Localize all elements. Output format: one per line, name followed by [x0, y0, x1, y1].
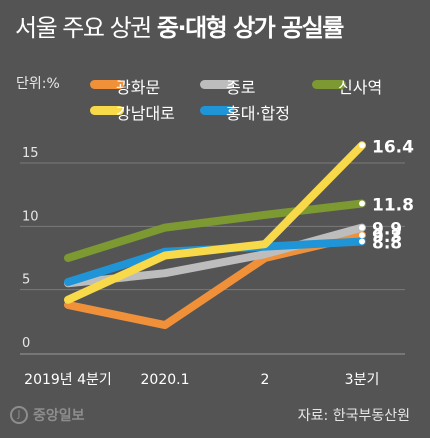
end-point-1 [359, 232, 365, 239]
end-point-3 [359, 200, 365, 207]
x-tick-label-1: 2019년 4분기 [24, 372, 112, 388]
source-note: 자료: 한국부동산원 [297, 408, 410, 424]
data-label-5: 8.8 [372, 234, 402, 254]
y-tick-label-4: 15 [22, 146, 39, 161]
legend-swatch-5 [200, 106, 234, 115]
x-tick-label-3: 2 [261, 372, 270, 388]
series-line-3 [64, 199, 366, 262]
publisher-logo: J 중앙일보 [10, 405, 85, 425]
unit-label: 단위:% [16, 76, 60, 92]
data-label-3: 11.8 [372, 196, 414, 216]
x-tick-label-4: 3분기 [345, 372, 380, 388]
title-bold: 중·대형 상가 공실률 [156, 14, 344, 42]
y-tick-label-3: 10 [22, 209, 39, 224]
legend-label-5: 홍대·합정 [226, 104, 290, 123]
chart-title: 서울 주요 상권 중·대형 상가 공실률 [15, 8, 344, 43]
y-tick-label-2: 5 [22, 273, 30, 288]
logo-text: 중앙일보 [33, 408, 85, 424]
data-label-2: 9.9 [372, 220, 402, 240]
series-line-4 [64, 141, 366, 304]
legend-label-1: 광화문 [116, 78, 161, 97]
legend-label-2: 종로 [226, 78, 256, 97]
title-regular: 서울 주요 상권 [15, 14, 152, 42]
data-label-4: 16.4 [372, 137, 414, 157]
end-point-2 [359, 224, 365, 231]
legend-swatch-4 [90, 106, 124, 115]
end-point-5 [359, 238, 365, 245]
legend-label-4: 강남대로 [116, 104, 175, 123]
legend-label-3: 신사역 [338, 78, 383, 97]
legend-swatch-2 [200, 80, 234, 89]
end-point-4 [359, 142, 365, 149]
legend-swatch-1 [90, 80, 124, 89]
logo-icon: J [10, 406, 28, 424]
x-tick-label-2: 2020.1 [141, 372, 190, 388]
series-line-2 [64, 223, 366, 288]
data-label-1: 9.3 [372, 227, 402, 247]
y-tick-label-1: 0 [22, 336, 30, 351]
legend-swatch-3 [312, 80, 346, 89]
